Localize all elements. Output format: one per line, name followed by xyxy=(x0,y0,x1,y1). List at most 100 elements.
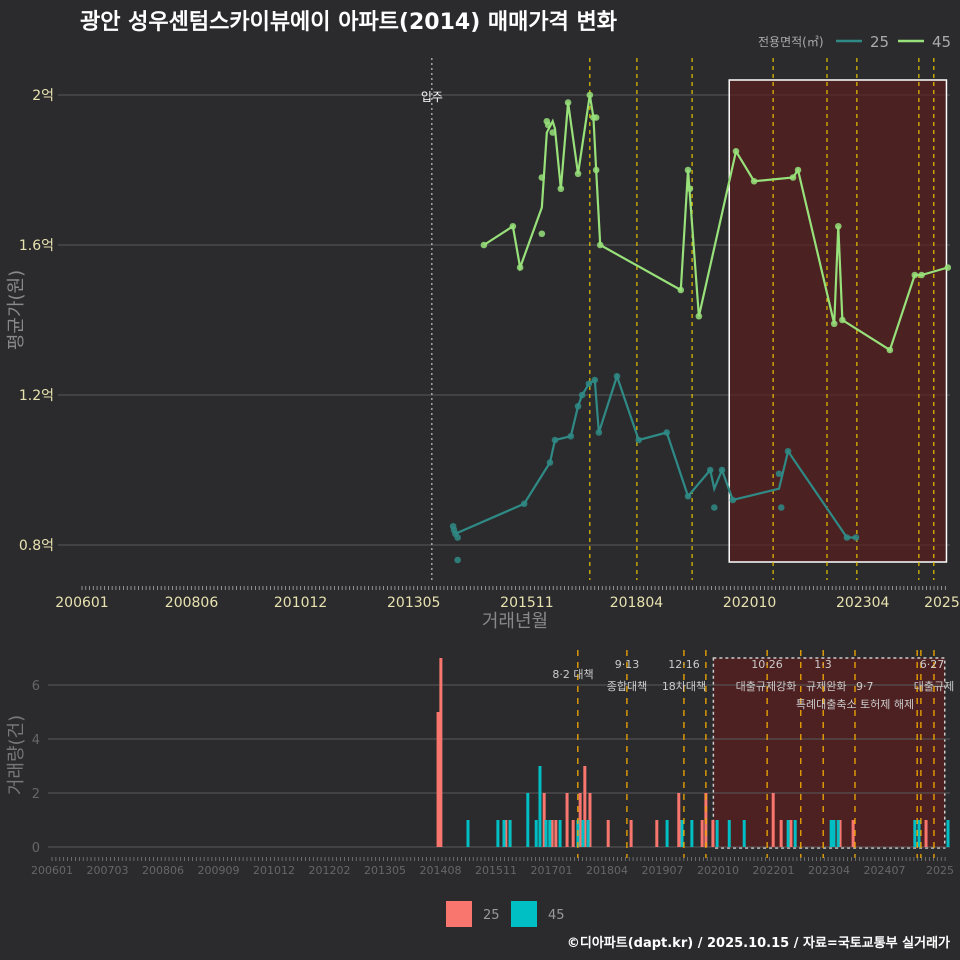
bar-25 xyxy=(779,820,783,847)
data-point-45 xyxy=(574,170,582,178)
bar-45 xyxy=(836,820,840,847)
bar-25 xyxy=(711,820,715,847)
bar-45 xyxy=(544,820,548,847)
data-point-45 xyxy=(944,264,952,271)
x-tick-label: 200601 xyxy=(55,595,108,611)
data-point-25 xyxy=(784,447,792,455)
event-date-label: 12·16 xyxy=(668,658,700,671)
bar-25 xyxy=(542,793,546,847)
bar-45 xyxy=(586,820,590,847)
x-tick-label: 200806 xyxy=(165,595,219,611)
bar-45 xyxy=(727,820,731,847)
data-point-45 xyxy=(544,121,552,129)
legend-title: 전용면적(㎡) xyxy=(758,35,824,49)
legend-bar-label-25: 25 xyxy=(483,908,500,923)
data-point-25 xyxy=(684,492,692,500)
move-in-label: 입주 xyxy=(421,90,443,104)
data-point-45 xyxy=(538,230,546,238)
volume-chart: 0 2 4 6 8·2 대책 9·13 종합대책 12·16 18차대책 10·26 대출규제강화 규… xyxy=(31,650,954,877)
event-text-label: 대출규제강화 xyxy=(736,680,797,693)
data-point-45 xyxy=(516,264,524,271)
y-tick-label: 6 xyxy=(32,679,40,694)
y-tick-label: 0.8억 xyxy=(19,538,54,554)
event-date-label: 8·2 대책 xyxy=(552,668,593,681)
x-tick-label: 201408 xyxy=(420,864,462,877)
bar-45 xyxy=(946,820,950,847)
event-text-label: 종합대책 xyxy=(607,680,647,693)
event-date-label: 9·13 xyxy=(615,658,640,671)
event-text-label: 특례대출축소 토허제 해제 xyxy=(796,697,914,711)
bar-25 xyxy=(504,820,508,847)
bar-45 xyxy=(538,766,542,847)
data-point-25 xyxy=(454,534,461,541)
bar-25 xyxy=(655,820,659,847)
data-point-45 xyxy=(564,99,572,106)
x-tick-label: 201305 xyxy=(387,595,440,611)
bar-45 xyxy=(665,820,669,847)
event-date-label: 1·3 xyxy=(814,658,832,671)
data-point-25 xyxy=(578,391,586,399)
bar-25 xyxy=(571,820,575,847)
x-tick-label: 201804 xyxy=(610,595,664,611)
series-line-25 xyxy=(454,372,856,539)
x-tick-label: 200806 xyxy=(142,864,184,877)
bar-45 xyxy=(742,820,746,847)
data-point-25 xyxy=(574,402,582,410)
data-point-45 xyxy=(592,166,600,174)
data-point-25 xyxy=(852,534,860,541)
data-point-45 xyxy=(557,185,565,193)
x-tick-label: 201701 xyxy=(531,864,573,877)
bar-25 xyxy=(629,820,633,847)
y-tick-label: 1.6억 xyxy=(19,238,54,254)
bar-45 xyxy=(466,820,470,847)
bar-25 xyxy=(851,820,855,847)
legend-swatch-bar-45 xyxy=(511,901,537,927)
y-tick-label: 4 xyxy=(32,733,40,748)
bar-45 xyxy=(690,820,694,847)
bar-45 xyxy=(832,820,836,847)
y-tick-label: 2 xyxy=(32,787,40,802)
x-tick-label: 202304 xyxy=(808,864,850,877)
data-point-45 xyxy=(695,312,703,320)
bar-25 xyxy=(700,820,704,847)
top-legend: 전용면적(㎡) 25 45 xyxy=(758,33,951,51)
data-point-25 xyxy=(551,436,559,444)
bar-45 xyxy=(526,793,530,847)
x-tick-label: 2025 xyxy=(924,595,960,611)
bar-25 xyxy=(588,793,592,847)
data-point-45 xyxy=(686,185,694,193)
x-tick-label: 200909 xyxy=(198,864,240,877)
data-point-45 xyxy=(794,166,802,174)
x-tick-label: 201202 xyxy=(309,864,351,877)
bar-45 xyxy=(558,820,562,847)
bar-45 xyxy=(715,820,719,847)
data-point-45 xyxy=(480,241,488,249)
data-point-45 xyxy=(596,241,604,249)
data-point-25 xyxy=(613,372,621,380)
bar-25 xyxy=(583,766,587,847)
chart-title: 광안 성우센텀스카이뷰에이 아파트(2014) 매매가격 변화 xyxy=(80,10,617,35)
legend-swatch-bar-25 xyxy=(446,901,472,927)
data-point-45 xyxy=(834,222,842,230)
data-point-45 xyxy=(886,346,894,354)
x-tick-label: 201012 xyxy=(274,595,327,611)
data-point-45 xyxy=(586,91,594,99)
data-point-25 xyxy=(663,429,671,436)
x-tick-label: 2025 xyxy=(926,864,954,877)
data-point-25 xyxy=(729,496,737,504)
y-tick-label: 2억 xyxy=(32,88,54,104)
event-text-label: 규제완화 xyxy=(806,680,846,693)
x-tick-label: 201511 xyxy=(500,595,553,611)
x-tick-label: 202201 xyxy=(753,864,795,877)
x-tick-label: 201012 xyxy=(253,864,295,877)
data-point-45 xyxy=(549,129,557,136)
x-tick-label: 201804 xyxy=(586,864,628,877)
data-point-45 xyxy=(839,316,846,324)
bar-25 xyxy=(439,658,443,847)
bottom-legend: 25 45 xyxy=(446,901,565,927)
data-point-25 xyxy=(585,380,593,388)
y-tick-label: 1.2억 xyxy=(19,388,54,404)
data-point-25 xyxy=(520,500,528,508)
x-tick-label: 201511 xyxy=(475,864,517,877)
data-point-25 xyxy=(567,432,575,440)
